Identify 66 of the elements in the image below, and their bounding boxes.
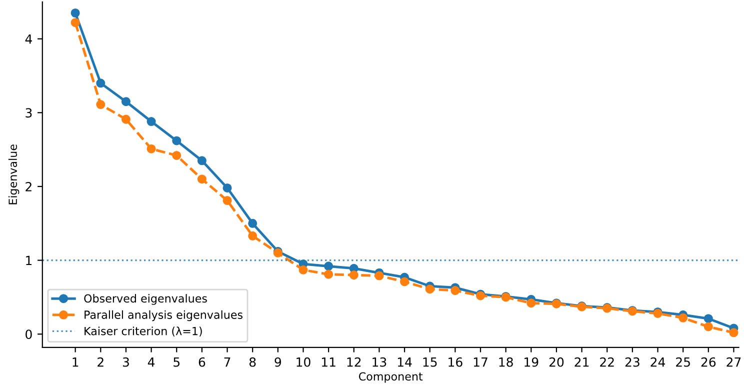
x-tick-label: 12 — [347, 357, 361, 367]
x-tick-label: 22 — [600, 357, 614, 367]
x-tick-label: 1 — [72, 358, 78, 367]
x-tick-label: 23 — [625, 357, 640, 367]
y-axis-title: Eigenvalue — [8, 144, 20, 204]
point — [324, 270, 334, 279]
point — [121, 97, 130, 106]
point — [324, 262, 334, 271]
legend-label: Kaiser criterion (λ=1) — [84, 326, 202, 337]
x-tick-label: 27 — [726, 357, 741, 367]
point — [704, 314, 713, 324]
point — [450, 286, 460, 296]
point — [222, 183, 232, 192]
point — [374, 271, 384, 280]
y-tick-label: 4 — [25, 34, 32, 44]
x-tick-label: 24 — [650, 357, 666, 367]
x-tick-label: 6 — [198, 357, 206, 367]
x-tick-label: 11 — [322, 358, 336, 367]
point — [96, 100, 106, 110]
x-tick-label: 25 — [676, 357, 690, 367]
x-tick-label: 4 — [148, 358, 155, 367]
x-tick-label: 16 — [448, 357, 462, 367]
x-tick-label: 13 — [372, 357, 386, 367]
legend-label: Parallel analysis eigenvalues — [84, 310, 243, 322]
point — [197, 156, 206, 166]
x-tick-label: 15 — [423, 358, 437, 367]
x-tick-label: 20 — [549, 357, 564, 367]
x-tick-label: 5 — [174, 358, 180, 367]
point — [222, 196, 232, 206]
y-tick-label: 0 — [26, 330, 32, 340]
x-tick-label: 14 — [398, 358, 412, 367]
point — [678, 313, 688, 322]
point — [146, 117, 156, 126]
x-axis-title: Component — [358, 372, 423, 383]
legend-label: Observed eigenvalues — [84, 294, 207, 305]
point — [248, 231, 258, 240]
x-tick-label: 21 — [574, 357, 589, 367]
point — [172, 150, 182, 160]
point — [526, 298, 536, 308]
point — [704, 322, 713, 332]
point — [121, 114, 130, 124]
point — [197, 174, 206, 184]
y-tick-label: 3 — [26, 108, 32, 118]
point — [96, 78, 106, 88]
point — [172, 136, 182, 146]
point — [248, 218, 258, 228]
x-tick-label: 10 — [296, 357, 310, 367]
point — [729, 328, 738, 338]
point — [349, 270, 358, 280]
x-tick-label: 3 — [122, 357, 129, 367]
x-tick-label: 17 — [474, 358, 488, 367]
x-tick-label: 7 — [224, 358, 230, 367]
point — [298, 265, 308, 274]
x-tick-label: 26 — [701, 357, 716, 367]
y-tick-label: 2 — [26, 182, 32, 192]
point — [70, 18, 80, 28]
point — [146, 144, 156, 154]
x-tick-label: 9 — [274, 357, 282, 367]
x-tick-label: 18 — [499, 357, 513, 367]
point — [425, 284, 434, 294]
y-tick-label: 1 — [26, 256, 32, 266]
x-tick-label: 2 — [98, 357, 104, 367]
point — [70, 8, 80, 18]
x-tick-label: 19 — [524, 357, 538, 367]
x-tick-label: 8 — [249, 357, 256, 367]
point — [400, 277, 410, 286]
